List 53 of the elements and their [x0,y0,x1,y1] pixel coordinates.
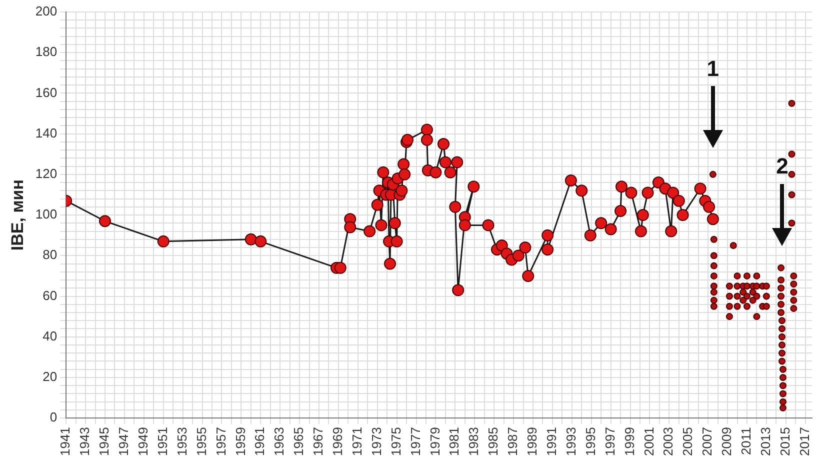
y-tick-label: 200 [35,4,58,19]
y-tick-label: 100 [35,206,58,222]
y-tick-label: 0 [50,410,58,425]
x-tick-label: 1989 [524,427,540,456]
y-tick-label: 20 [42,369,58,384]
x-tick-label: 1947 [116,427,132,456]
x-tick-label: 1985 [486,427,501,456]
x-tick-label: 1943 [77,427,92,456]
x-tick-label: 1999 [622,427,637,456]
x-tick-label: 2001 [641,427,656,456]
annotation: 1 [706,56,720,82]
x-tick-label: 1955 [194,427,209,456]
x-tick-label: 1995 [582,427,598,456]
x-tick-label: 1957 [213,427,228,456]
x-tick-label: 2007 [700,427,715,456]
annotation: 2 [776,154,788,179]
x-tick-label: 1993 [563,427,578,456]
x-tick-label: 1953 [174,427,190,456]
x-tick-label: 2015 [777,427,792,456]
y-tick-label: 140 [35,125,58,140]
y-tick-label: 180 [35,44,58,60]
y-tick-label: 120 [35,166,58,182]
x-tick-label: 1969 [330,427,346,456]
x-tick-label: 1951 [154,427,170,456]
y-tick-label: 160 [35,84,58,100]
x-tick-label: 1945 [96,427,112,456]
y-tick-label: 80 [42,247,58,262]
x-tick-label: 1975 [388,427,404,456]
x-tick-label: 1979 [427,427,442,456]
x-tick-label: 1941 [58,427,73,456]
x-tick-label: 1967 [310,427,326,456]
x-tick-label: 1961 [252,427,268,456]
x-tick-label: 2011 [738,427,754,456]
x-tick-label: 1963 [272,427,287,456]
y-tick-label: 60 [42,288,58,303]
x-tick-label: 2003 [660,427,676,456]
x-tick-label: 2005 [680,427,696,456]
x-tick-label: 1991 [544,427,560,456]
x-tick-label: 1959 [232,427,248,456]
y-tick-label: 40 [42,328,58,344]
x-tick-label: 1987 [505,427,520,456]
x-tick-label: 2017 [796,427,812,456]
x-tick-label: 1981 [446,427,462,456]
x-tick-label: 2009 [719,427,734,456]
x-tick-label: 1983 [466,427,482,456]
x-tick-label: 1971 [349,427,364,456]
x-tick-label: 1997 [602,427,618,456]
x-tick-label: 2013 [758,427,774,456]
x-tick-label: 1973 [368,427,384,456]
y-axis-title: IBE, мин [8,179,27,251]
x-tick-label: 1977 [408,427,423,456]
x-tick-label: 1949 [135,427,150,456]
x-tick-label: 1965 [291,427,306,456]
